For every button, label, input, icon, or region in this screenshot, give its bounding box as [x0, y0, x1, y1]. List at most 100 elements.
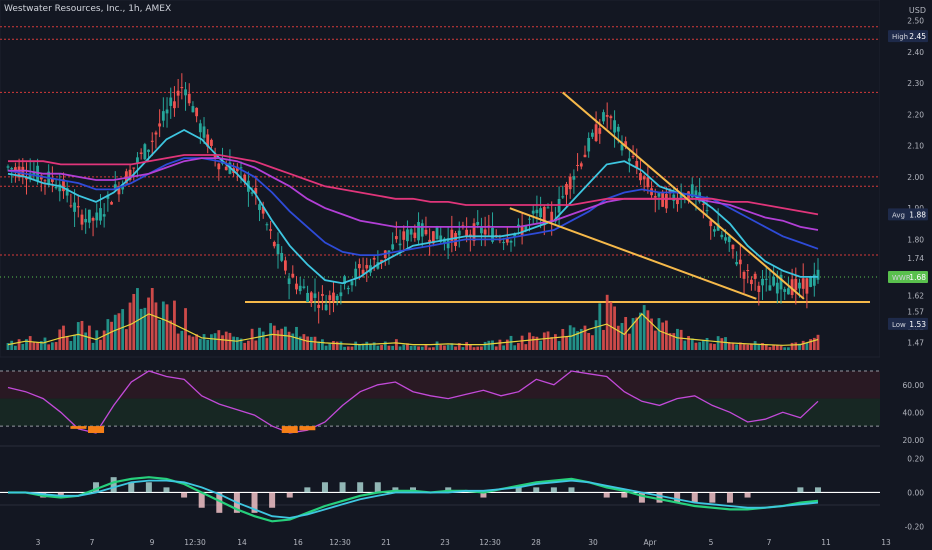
candle-body — [417, 222, 420, 241]
candle-body — [10, 168, 14, 170]
volume-bar — [224, 331, 228, 350]
price-tick-label: 1.74 — [907, 254, 924, 263]
candle-body — [631, 156, 635, 158]
volume-bar — [150, 288, 154, 350]
volume-bar — [679, 329, 683, 350]
candle-body — [147, 149, 150, 152]
volume-bar — [809, 339, 813, 350]
volume-bar — [84, 332, 88, 350]
rsi-tick-label: 40.00 — [903, 408, 925, 417]
volume-bar — [787, 347, 790, 350]
price-tick-label: 2.40 — [907, 48, 924, 57]
volume-bar — [28, 336, 32, 350]
volume-bar — [531, 336, 535, 350]
time-tick-label: 30 — [588, 538, 598, 547]
rsi-oversold-fill — [70, 426, 87, 429]
volume-bar — [143, 307, 147, 350]
candle-body — [646, 177, 650, 188]
volume-bar — [509, 335, 513, 350]
macd-histogram-bar — [550, 487, 557, 493]
volume-bar — [158, 319, 162, 350]
candle-body — [642, 176, 646, 180]
volume-bar — [816, 334, 820, 350]
candle-body — [99, 208, 102, 221]
macd-histogram-bar — [374, 482, 381, 493]
volume-bar — [513, 345, 517, 350]
volume-bar — [738, 342, 742, 350]
volume-bar — [635, 317, 639, 350]
volume-bar — [435, 341, 439, 350]
candle-body — [439, 235, 443, 242]
volume-bar — [520, 335, 524, 350]
candle-body — [794, 278, 798, 291]
ema-line — [8, 154, 819, 216]
macd-panel — [0, 476, 880, 523]
price-tick-label: 2.10 — [907, 142, 924, 151]
volume-bar — [394, 339, 398, 350]
volume-bar — [287, 331, 291, 350]
candle-body — [535, 209, 539, 214]
candle-body — [50, 178, 54, 182]
macd-histogram-bar — [726, 492, 733, 503]
candle-body — [283, 260, 287, 271]
candle-body — [213, 154, 217, 159]
trend-lines[interactable] — [509, 91, 805, 300]
rsi-oversold-zone — [0, 398, 880, 427]
volume-bar — [546, 331, 550, 350]
candle-body — [324, 304, 328, 310]
volume-bar — [794, 342, 798, 350]
candle-body — [672, 194, 676, 201]
candle-body — [602, 112, 605, 122]
candle-body — [32, 172, 36, 176]
volume-bar — [21, 343, 25, 350]
volume-bar — [265, 338, 269, 350]
candle-body — [731, 244, 735, 250]
candle-body — [291, 273, 295, 278]
candle-body — [639, 173, 642, 181]
volume-bar — [65, 336, 69, 350]
volume-bar — [454, 346, 457, 350]
macd-histogram-bar — [603, 492, 610, 498]
candle-body — [58, 184, 62, 192]
candle-body — [724, 237, 727, 241]
candle-body — [583, 154, 587, 158]
candle-body — [143, 144, 147, 160]
volume-bar — [402, 344, 406, 350]
volume-bar — [76, 322, 80, 350]
candle-body — [579, 163, 583, 167]
volume-bar — [701, 339, 705, 350]
candle-body — [298, 285, 302, 292]
high-badge-label: High — [892, 33, 908, 41]
volume-bar — [187, 335, 191, 350]
volume-bar — [517, 343, 520, 350]
candle-body — [513, 233, 517, 238]
volume-bar — [361, 343, 365, 350]
volume-bar — [313, 336, 317, 350]
candle-body — [380, 259, 383, 263]
volume-bar — [228, 332, 232, 350]
volume-bar — [698, 342, 702, 350]
candle-body — [409, 229, 413, 235]
volume-bar — [627, 333, 631, 350]
volume-bar — [491, 340, 494, 350]
time-tick-label: 11 — [821, 538, 831, 547]
candle-body — [809, 277, 813, 287]
volume-bar — [735, 344, 739, 350]
macd-histogram-bar — [674, 492, 681, 503]
macd-histogram-bar — [286, 492, 293, 498]
candle-body — [435, 226, 439, 240]
candle-body — [783, 289, 787, 292]
volume-bar — [480, 346, 483, 350]
macd-tick-label: -0.20 — [905, 522, 925, 531]
macd-histogram-bar — [815, 487, 821, 493]
volume-bar — [32, 342, 36, 350]
candle-body — [627, 158, 631, 162]
candle-body — [746, 270, 750, 272]
candle-body — [6, 166, 10, 168]
macd-histogram-bar — [638, 492, 645, 503]
volume-bar — [539, 340, 543, 350]
candle-body — [339, 292, 343, 297]
ticker-badge-value: 1.68 — [909, 273, 926, 282]
volume-bar — [465, 342, 469, 350]
